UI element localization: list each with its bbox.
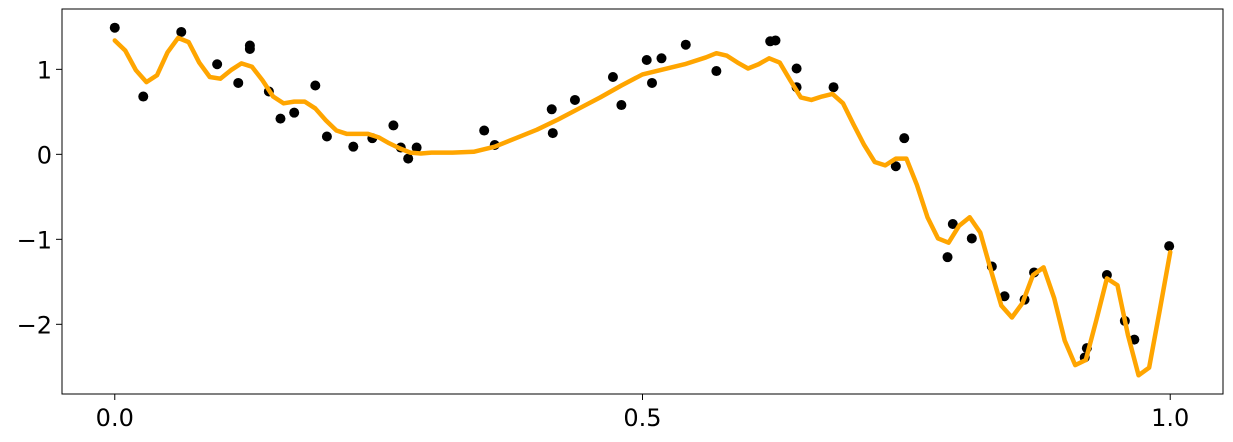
data-point	[233, 77, 244, 88]
data-point	[770, 35, 781, 46]
y-tick-label: 1	[37, 56, 52, 84]
data-point	[176, 26, 187, 37]
data-point	[479, 125, 490, 136]
data-point	[607, 71, 618, 82]
data-point	[547, 128, 558, 139]
x-tick-label: 0.0	[96, 404, 134, 432]
data-point	[1164, 241, 1175, 252]
data-point	[711, 66, 722, 77]
data-point	[388, 120, 399, 131]
data-point	[680, 39, 691, 50]
data-point	[109, 22, 120, 33]
data-point	[275, 113, 286, 124]
data-point	[942, 252, 953, 263]
data-point	[890, 161, 901, 172]
data-point	[321, 131, 332, 142]
fit-line	[112, 35, 1173, 378]
data-point	[947, 219, 958, 230]
data-point	[310, 80, 321, 91]
data-point	[899, 133, 910, 144]
data-point	[348, 141, 359, 152]
data-point	[546, 104, 557, 115]
x-tick-label: 0.5	[623, 404, 661, 432]
y-tick-label: 0	[37, 141, 52, 169]
data-point	[641, 54, 652, 65]
data-point	[616, 100, 627, 111]
data-point	[244, 43, 255, 54]
data-point	[791, 63, 802, 74]
y-tick-label: −2	[17, 311, 52, 339]
data-point	[289, 107, 300, 118]
data-point	[138, 91, 149, 102]
x-tick-label: 1.0	[1151, 404, 1189, 432]
data-point	[411, 142, 422, 153]
data-point	[966, 233, 977, 244]
data-point	[999, 291, 1010, 302]
data-point	[646, 77, 657, 88]
data-point	[656, 53, 667, 64]
y-tick-label: −1	[17, 226, 52, 254]
data-point	[212, 59, 223, 70]
data-point	[828, 82, 839, 93]
data-point	[569, 94, 580, 105]
data-point	[403, 153, 414, 164]
